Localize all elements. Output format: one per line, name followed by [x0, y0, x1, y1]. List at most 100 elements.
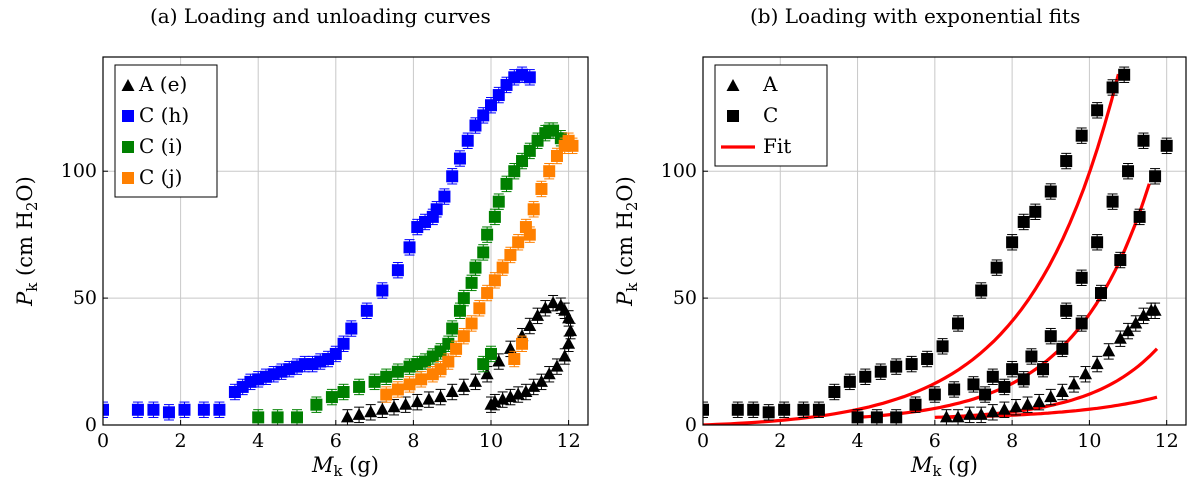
data-point-square	[921, 353, 934, 366]
data-point-square	[1091, 104, 1104, 117]
data-point-triangle	[562, 311, 576, 324]
x-tick-label: 2	[175, 430, 187, 452]
data-point-square	[504, 248, 517, 261]
data-point-square	[890, 411, 903, 424]
panel-b-title: (b) Loading with exponential fits	[750, 4, 1081, 28]
data-point-square	[131, 403, 144, 416]
data-point-triangle	[434, 390, 448, 403]
data-point-triangle	[1148, 303, 1162, 316]
data-point-square	[481, 287, 494, 300]
data-point-triangle	[1090, 357, 1104, 370]
legend-label: C	[763, 103, 778, 127]
series-a	[939, 302, 1162, 425]
data-point-square	[1075, 271, 1088, 284]
data-point-triangle	[468, 374, 482, 387]
data-point-triangle	[1067, 377, 1081, 390]
data-point-square	[566, 139, 579, 152]
data-point-triangle	[1113, 331, 1127, 344]
data-point-square	[731, 403, 744, 416]
data-point-square	[905, 358, 918, 371]
y-tick-label: 100	[61, 160, 97, 182]
data-point-triangle	[352, 407, 366, 420]
legend-label: A	[762, 72, 778, 96]
data-point-square	[380, 388, 393, 401]
data-point-triangle	[445, 385, 459, 398]
data-point-square	[325, 391, 338, 404]
data-point-triangle	[531, 308, 545, 321]
data-point-triangle	[480, 367, 494, 380]
data-point-square	[1017, 373, 1030, 386]
plot-frame	[702, 56, 1187, 426]
data-point-square	[1160, 139, 1173, 152]
data-point-square	[1044, 185, 1057, 198]
data-point-triangle	[1032, 395, 1046, 408]
data-point-square	[360, 304, 373, 317]
x-tick-label: 10	[479, 430, 503, 452]
x-tick-label: 0	[97, 430, 109, 452]
data-point-square	[516, 155, 529, 168]
data-point-square	[465, 276, 478, 289]
data-point-triangle	[1129, 316, 1143, 329]
y-tick-label: 100	[661, 160, 697, 182]
data-point-square	[512, 236, 525, 249]
series-c-h-	[103, 66, 536, 421]
data-point-square	[473, 302, 486, 315]
data-point-square	[453, 152, 466, 165]
data-point-square	[252, 411, 265, 424]
panel-b: 0 2 4 6 8 10 12 0 50 100 Mk (g) Pk (cm H2O) AC Fit	[613, 56, 1187, 480]
data-point-square	[550, 149, 563, 162]
panel-a-title: (a) Loading and unloading curves	[150, 4, 491, 28]
data-point-triangle	[1021, 397, 1035, 410]
data-point-square	[1037, 363, 1050, 376]
data-point-triangle	[974, 407, 988, 420]
data-point-triangle	[997, 402, 1011, 415]
data-point-square	[337, 386, 350, 399]
data-point-square	[979, 388, 992, 401]
data-point-square	[403, 241, 416, 254]
data-point-triangle	[375, 402, 389, 415]
legend-marker-triangle	[121, 79, 135, 91]
data-point-triangle	[534, 374, 548, 387]
data-point-square	[1029, 205, 1042, 218]
data-point-square	[986, 370, 999, 383]
data-point-square	[812, 403, 825, 416]
data-point-square	[508, 353, 521, 366]
data-point-triangle	[1136, 308, 1150, 321]
data-point-triangle	[542, 367, 556, 380]
data-point-triangle	[562, 336, 576, 349]
plot-frame	[102, 56, 589, 426]
y-tick-label: 0	[685, 414, 697, 436]
data-point-square	[481, 228, 494, 241]
data-point-square	[403, 378, 416, 391]
data-point-square	[1060, 155, 1073, 168]
data-point-square	[457, 292, 470, 305]
data-point-square	[747, 403, 760, 416]
data-point-triangle	[496, 392, 510, 405]
data-point-square	[1137, 134, 1150, 147]
data-point-square	[928, 388, 941, 401]
plot-area	[703, 66, 1173, 425]
data-point-square	[874, 365, 887, 378]
data-point-square	[492, 89, 505, 102]
data-point-triangle	[457, 379, 471, 392]
data-point-triangle	[538, 301, 552, 314]
x-tick-label: 4	[252, 430, 264, 452]
data-point-square	[909, 398, 922, 411]
data-point-square	[1106, 81, 1119, 94]
data-point-square	[998, 380, 1011, 393]
data-point-square	[1114, 254, 1127, 267]
data-point-square	[271, 411, 284, 424]
data-point-square	[523, 228, 536, 241]
data-point-square	[213, 403, 226, 416]
data-point-square	[376, 284, 389, 297]
data-point-square	[1044, 330, 1057, 343]
data-point-square	[1118, 68, 1131, 81]
data-point-triangle	[511, 387, 525, 400]
legend-marker-square	[122, 110, 134, 122]
x-tick-label: 12	[557, 430, 581, 452]
data-point-square	[291, 411, 303, 424]
data-point-square	[1006, 363, 1019, 376]
data-point-triangle	[399, 397, 413, 410]
series-a-e-	[340, 294, 578, 425]
